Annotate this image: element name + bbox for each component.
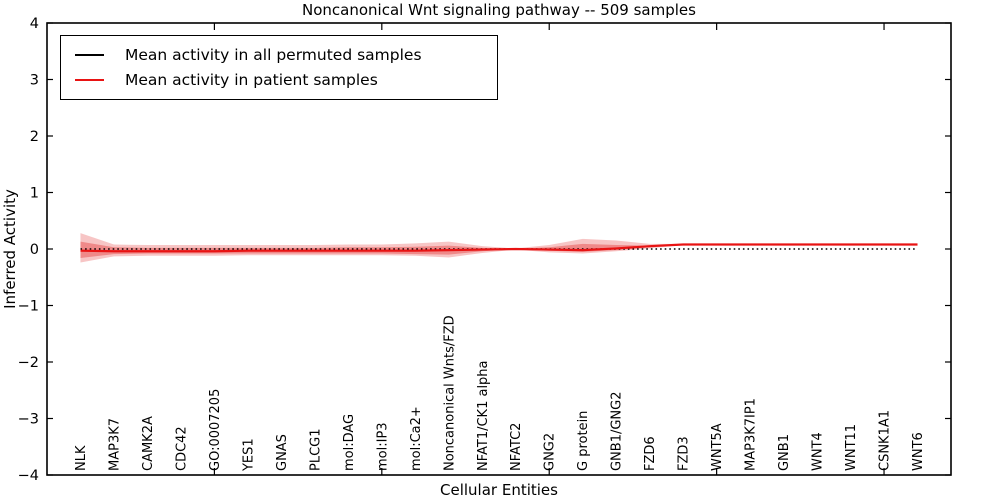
y-tick-label: 0 [30,242,39,258]
x-category-label: NLK [74,445,89,471]
x-category-label: G protein [576,411,591,471]
x-category-label: mol:Ca2+ [409,406,424,471]
y-axis-label: Inferred Activity [1,189,19,309]
legend-item-patient: Mean activity in patient samples [75,71,487,89]
band-outer-spread [80,233,918,263]
x-category-label: mol:IP3 [375,422,390,471]
x-category-label: CDC42 [174,426,189,471]
chart-title: Noncanonical Wnt signaling pathway -- 50… [302,1,696,19]
x-category-label: NFAT1/CK1 alpha [476,360,491,471]
legend-label-patient: Mean activity in patient samples [125,71,378,89]
legend-item-permuted: Mean activity in all permuted samples [75,46,487,64]
x-category-label: WNT4 [811,432,826,471]
y-tick-label: −4 [18,468,39,484]
x-category-label: PLCG1 [308,428,323,471]
legend-line-patient-sample [75,79,104,81]
x-category-label: GNB1 [777,434,792,471]
x-category-label: GNAS [275,434,290,471]
legend: Mean activity in all permuted samples Me… [60,35,498,100]
y-tick-label: 1 [30,186,39,202]
x-category-label: YES1 [241,438,256,472]
series-line-1 [80,243,918,253]
x-category-label: mol:DAG [342,414,357,471]
x-axis-label: Cellular Entities [440,481,558,499]
y-tick-label: −3 [18,412,39,428]
x-category-label: NFATC2 [509,423,524,471]
legend-label-permuted: Mean activity in all permuted samples [125,46,422,64]
y-tick-label: −2 [18,355,39,371]
x-category-label: GNG2 [543,433,558,471]
x-category-label: MAP3K7 [107,418,122,471]
y-tick-label: 2 [30,129,39,145]
x-category-label: MAP3K7IP1 [744,398,759,471]
x-category-label: Noncanonical Wnts/FZD [442,315,457,471]
x-category-label: CSNK1A1 [878,410,893,471]
legend-line-permuted-sample [75,54,104,56]
x-category-label: FZD3 [677,436,692,471]
x-category-label: GO:0007205 [208,389,223,471]
x-category-label: FZD6 [643,436,658,471]
x-category-label: CAMK2A [141,416,156,471]
x-category-label: GNB1/GNG2 [610,391,625,471]
y-tick-label: 4 [30,16,39,32]
y-tick-label: −1 [18,299,39,315]
x-category-label: WNT5A [710,423,725,471]
x-category-label: WNT6 [911,432,926,471]
x-category-label: WNT11 [844,424,859,471]
y-tick-label: 3 [30,73,39,89]
